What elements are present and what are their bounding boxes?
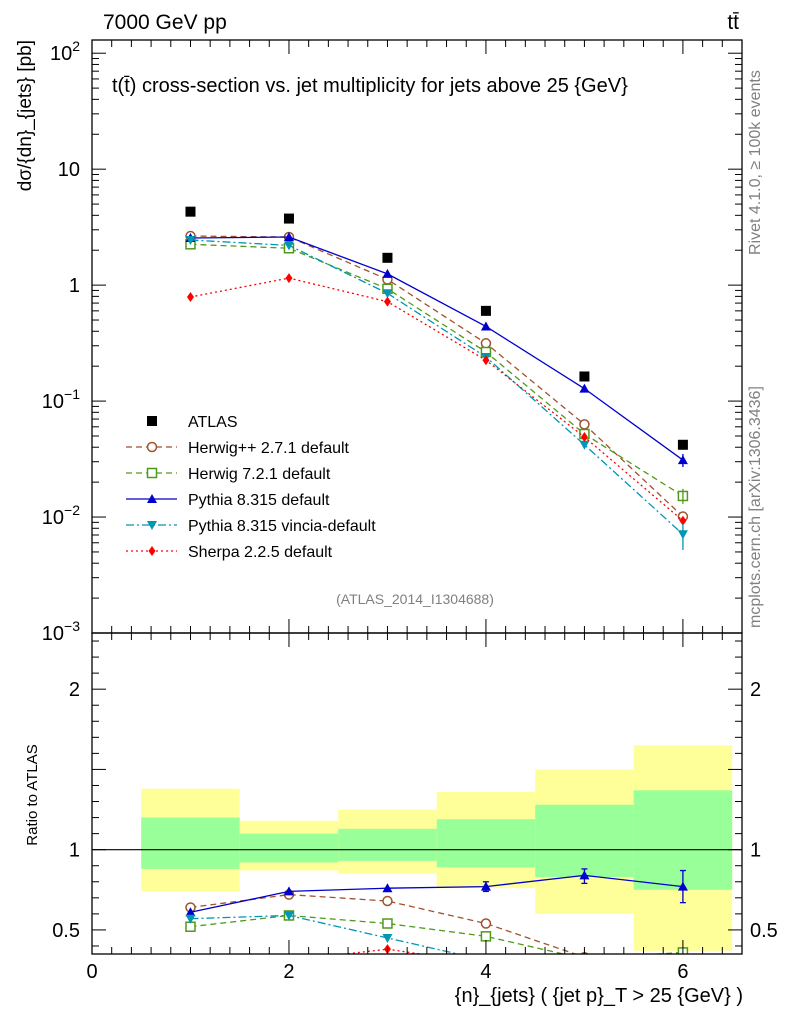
y-tick-label: 10 <box>58 159 80 181</box>
point-pythia-8-315-vincia-default <box>579 440 590 450</box>
point-sherpa-2-2-5-default <box>186 291 194 302</box>
ratio-line-pythia-8-315-vincia-default <box>190 914 461 954</box>
energy-label: 7000 GeV pp <box>103 11 227 34</box>
legend-label: Pythia 8.315 default <box>188 492 330 509</box>
data-point-atlas <box>579 371 590 382</box>
ratio-point-herwig-7-2-1-default <box>382 918 393 929</box>
point-pythia-8-315-vincia-default <box>185 236 196 246</box>
data-point-atlas <box>382 252 393 263</box>
y-tick-label: 10−2 <box>42 502 80 529</box>
legend-label: ATLAS <box>188 414 238 431</box>
legend-marker <box>148 546 156 556</box>
y-axis-label-ratio: Ratio to ATLAS <box>24 744 41 845</box>
data-point-atlas <box>480 305 491 316</box>
ratio-point-pythia-8-315-vincia-default <box>185 914 196 924</box>
series-line-pythia-8-315-vincia-default <box>190 239 684 535</box>
x-axis-label: {n}_{jets} ( {jet p}_T > 25 {GeV} ) <box>455 985 743 1007</box>
band-inner <box>436 819 536 868</box>
ratio-tick-label-right: 1 <box>750 840 761 862</box>
x-tick-label: 2 <box>283 961 294 983</box>
ratio-line-pythia-8-315-default <box>190 874 683 913</box>
y-tick-label: 1 <box>69 275 80 297</box>
legend: ATLAS Herwig++ 2.7.1 default Herwig 7.2.1 … <box>126 414 376 561</box>
main-series <box>185 206 689 550</box>
y-tick-label: 10−1 <box>42 386 80 413</box>
point-sherpa-2-2-5-default <box>482 355 490 366</box>
point-sherpa-2-2-5-default <box>679 515 687 526</box>
point-pythia-8-315-default <box>283 232 294 242</box>
ratio-tick-label-left: 1 <box>69 840 80 862</box>
ratio-point-pythia-8-315-vincia-default <box>382 933 393 943</box>
legend-marker <box>146 441 158 453</box>
y-axis-label-main: dσ/{dn}_{jets} [pb] <box>15 40 36 191</box>
ratio-point-herwig-2-7-1-default <box>480 918 492 929</box>
chart-title: t(t̄) cross-section vs. jet multiplicity… <box>112 75 628 97</box>
point-pythia-8-315-default <box>382 268 393 278</box>
ratio-tick-label-left: 0.5 <box>52 920 80 942</box>
point-sherpa-2-2-5-default <box>285 273 293 284</box>
x-tick-label: 4 <box>480 961 491 983</box>
data-point-atlas <box>283 213 294 224</box>
point-herwig-2-7-1-default <box>579 419 590 430</box>
legend-label: Sherpa 2.2.5 default <box>188 544 333 561</box>
data-point-atlas <box>677 439 688 450</box>
point-pythia-8-315-vincia-default <box>283 241 294 251</box>
legend-label: Herwig++ 2.7.1 default <box>188 440 350 457</box>
analysis-id: (ATLAS_2014_I1304688) <box>336 591 494 607</box>
ratio-frame <box>91 632 743 955</box>
ratio-line-herwig-2-7-1-default <box>190 893 578 954</box>
legend-marker <box>147 416 157 426</box>
ratio-line-herwig-7-2-1-default <box>190 914 683 954</box>
series-line-pythia-8-315-default <box>190 236 684 461</box>
y-tick-label: 10−3 <box>42 618 80 645</box>
point-pythia-8-315-vincia-default <box>382 289 393 299</box>
legend-label: Pythia 8.315 vincia-default <box>188 518 376 535</box>
legend-marker <box>147 494 157 503</box>
legend-label: Herwig 7.2.1 default <box>188 466 331 483</box>
mcplots-label: mcplots.cern.ch [arXiv:1306.3436] <box>747 386 764 628</box>
ratio-tick-label-left: 2 <box>69 679 80 701</box>
ratio-point-pythia-8-315-default <box>283 886 294 896</box>
ratio-point-pythia-8-315-default <box>185 907 196 917</box>
ratio-point-herwig-2-7-1-default <box>382 895 393 907</box>
band-inner <box>338 828 437 861</box>
legend-marker <box>147 521 157 530</box>
point-sherpa-2-2-5-default <box>383 296 391 307</box>
rivet-label: Rivet 4.1.0, ≥ 100k events <box>747 70 764 255</box>
process-label: tt̄ <box>727 11 739 34</box>
point-herwig-2-7-1-default <box>480 338 492 349</box>
point-pythia-8-315-default <box>579 383 590 393</box>
point-pythia-8-315-default <box>480 321 491 331</box>
ratio-point-pythia-8-315-vincia-default <box>283 911 294 921</box>
x-tick-label: 6 <box>677 961 688 983</box>
band-inner <box>535 804 634 877</box>
point-sherpa-2-2-5-default <box>580 432 588 443</box>
ratio-point-herwig-7-2-1-default <box>480 931 492 942</box>
axis-ticks <box>91 40 743 954</box>
ratio-tick-label-right: 2 <box>750 679 761 701</box>
x-tick-label: 0 <box>86 961 97 983</box>
data-point-atlas <box>185 206 196 217</box>
legend-marker <box>146 467 158 479</box>
band-inner <box>239 833 339 863</box>
band-inner <box>141 817 240 869</box>
ratio-tick-label-right: 0.5 <box>750 920 778 942</box>
ratio-point-pythia-8-315-default <box>382 883 393 893</box>
y-tick-label: 102 <box>50 38 80 65</box>
series-line-herwig-7-2-1-default <box>190 243 684 497</box>
